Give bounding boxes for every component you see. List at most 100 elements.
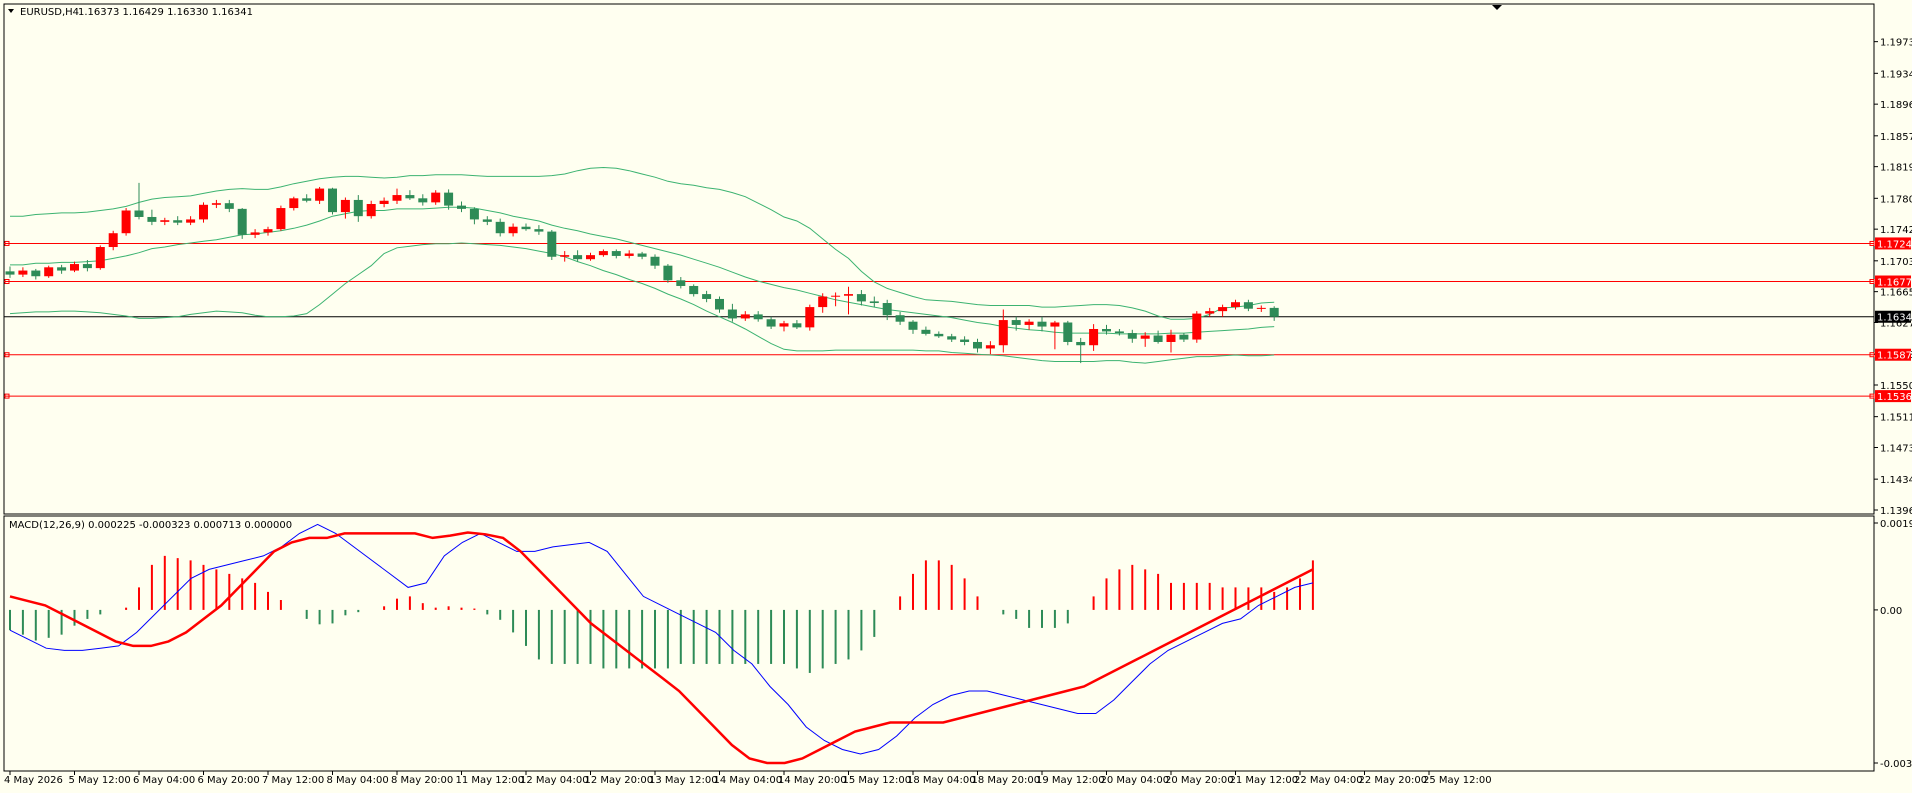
time-tick-label: 22 May 20:00 [1359, 775, 1428, 786]
candle-body [31, 270, 41, 277]
candle-body [495, 221, 505, 234]
candle-body [947, 336, 957, 340]
dropdown-triangle-icon[interactable] [8, 9, 14, 13]
time-tick-label: 19 May 12:00 [1036, 775, 1105, 786]
symbol-label: EURUSD,H4 [20, 7, 79, 18]
candle-body [1102, 328, 1111, 332]
candle-body [405, 195, 415, 199]
price-badge [1875, 275, 1911, 288]
macd-axis: 0.00193 0.00 -0.00340 [1874, 519, 1912, 770]
candle-body [1166, 334, 1176, 342]
time-tick-label: 20 May 20:00 [1165, 775, 1234, 786]
time-tick-label: 5 May 12:00 [69, 775, 131, 786]
signal-line [9, 531, 1314, 765]
time-tick-label: 8 May 04:00 [327, 775, 389, 786]
candle-body [1011, 320, 1021, 325]
price-badge-label: 1.17244 [1877, 239, 1912, 250]
candle-body [1192, 313, 1202, 340]
candle-body [586, 255, 595, 260]
macd-tick-label: -0.00340 [1880, 759, 1912, 770]
candle-body [482, 219, 492, 222]
candle-body [199, 204, 208, 220]
candle-body [1269, 307, 1279, 317]
candle-body [340, 199, 350, 213]
candle-body [1243, 302, 1253, 309]
price-badge-label: 1.16775 [1877, 278, 1912, 289]
candle-body [598, 251, 608, 256]
price-line-handle [4, 240, 10, 246]
candle-body [560, 255, 570, 257]
candle-body [134, 210, 144, 217]
price-badge [1875, 390, 1911, 403]
candle-body [57, 267, 67, 271]
candle-body [276, 208, 286, 230]
candle-body [457, 205, 466, 209]
price-badge-label: 1.16341 [1877, 313, 1912, 324]
price-tick-label: 1.19730 [1880, 38, 1912, 49]
candle-body [663, 265, 673, 281]
price-pane-frame [3, 3, 1875, 515]
candle-body [1089, 328, 1099, 346]
price-tick-label: 1.15110 [1880, 413, 1912, 424]
candle-body [702, 294, 712, 299]
candle-body [302, 198, 312, 201]
candle-body [1140, 335, 1150, 339]
time-tick-label: 12 May 20:00 [585, 775, 654, 786]
candle-body [908, 321, 918, 330]
time-tick-label: 25 May 12:00 [1423, 775, 1492, 786]
candle-body [521, 226, 531, 230]
candle-body [740, 314, 750, 319]
price-tick-label: 1.14340 [1880, 475, 1912, 486]
candle-body [547, 231, 557, 257]
candle-body [224, 203, 234, 209]
candle-body [1205, 311, 1215, 314]
price-line-handle [4, 393, 10, 399]
candle-body [392, 195, 402, 201]
candle-body [650, 256, 660, 266]
time-tick-label: 15 May 12:00 [843, 775, 912, 786]
price-tick-label: 1.19340 [1880, 69, 1912, 80]
macd-label: MACD(12,26,9) 0.000225 -0.000323 0.00071… [9, 520, 292, 531]
candle-body [82, 264, 92, 269]
candle-body [5, 271, 15, 275]
price-badge [1875, 237, 1911, 250]
price-tick-label: 1.18960 [1880, 100, 1912, 111]
macd-tick-label: 0.00193 [1880, 519, 1912, 530]
candle-body [508, 226, 518, 234]
candle-body [44, 267, 54, 277]
macd-line [9, 523, 1314, 755]
time-axis: 4 May 2026 5 May 12:00 6 May 04:00 6 May 20… [4, 771, 1492, 786]
time-tick-label: 13 May 12:00 [649, 775, 718, 786]
candle-body [1231, 302, 1240, 308]
candle-body [108, 233, 118, 248]
candle-body [831, 295, 841, 297]
candle-body [315, 188, 325, 201]
candle-body [1024, 321, 1034, 325]
candle-body [882, 303, 892, 316]
time-tick-label: 6 May 04:00 [133, 775, 195, 786]
candle-body [379, 200, 389, 204]
candle-body [366, 203, 376, 217]
price-line-handle [1869, 240, 1875, 246]
price-tick-label: 1.16270 [1880, 319, 1912, 330]
price-pane[interactable]: 1.19730 1.19340 1.18960 1.18570 1.18190 1.178… [3, 3, 1912, 517]
bollinger-upper [10, 166, 1275, 320]
candle-body [1127, 333, 1137, 339]
macd-pane[interactable]: 0.00193 0.00 -0.00340 MACD(12,26,9) 0.0002… [3, 515, 1912, 772]
time-tick-label: 11 May 12:00 [456, 775, 525, 786]
candle-body [1037, 321, 1047, 327]
candle-body [186, 219, 196, 223]
candle-body [689, 285, 699, 295]
candle-body [289, 198, 299, 209]
time-tick-label: 14 May 04:00 [714, 775, 783, 786]
price-tick-label: 1.13960 [1880, 506, 1912, 517]
candle-body [921, 329, 931, 334]
time-tick-label: 6 May 20:00 [198, 775, 260, 786]
candle-body [250, 232, 260, 235]
time-tick-label: 18 May 20:00 [972, 775, 1041, 786]
candle-body [753, 314, 763, 320]
chart-shift-marker-icon[interactable] [1492, 5, 1502, 10]
price-tick-label: 1.17800 [1880, 194, 1912, 205]
candles [5, 182, 1279, 364]
candle-body [1114, 331, 1124, 334]
